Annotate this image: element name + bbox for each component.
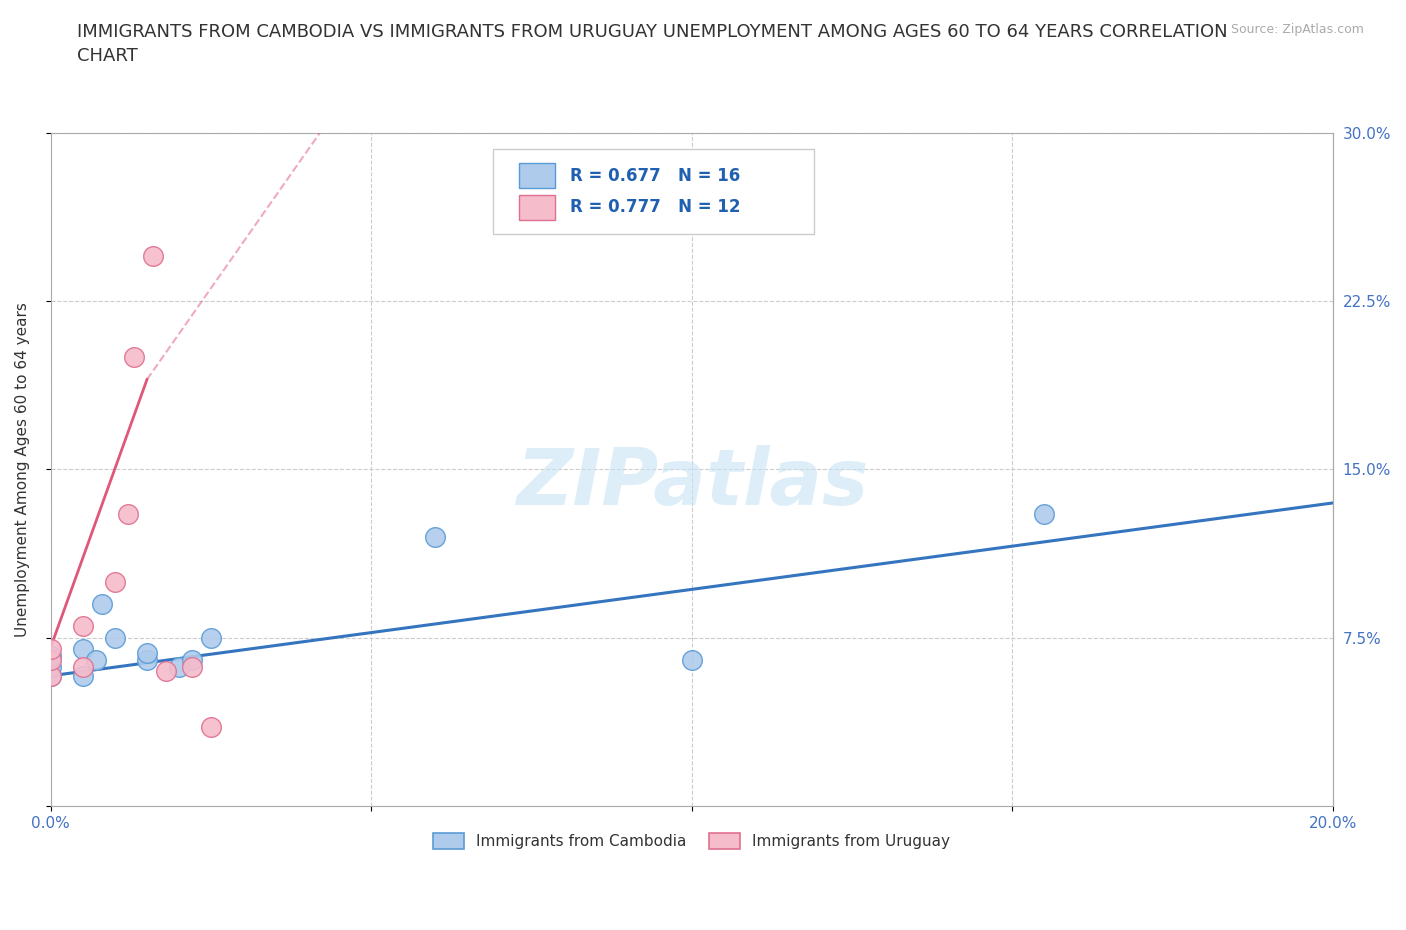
Point bbox=[681, 653, 703, 668]
Point bbox=[200, 631, 222, 645]
Point bbox=[39, 669, 62, 684]
Point bbox=[39, 669, 62, 684]
Point bbox=[167, 659, 190, 674]
Point bbox=[155, 664, 177, 679]
Point bbox=[39, 653, 62, 668]
Text: ZIPatlas: ZIPatlas bbox=[516, 445, 868, 521]
Point bbox=[91, 596, 114, 611]
Point bbox=[122, 350, 145, 365]
Point bbox=[1033, 507, 1056, 522]
Bar bbox=[519, 163, 554, 189]
Point bbox=[72, 659, 94, 674]
Point bbox=[425, 529, 447, 544]
Point bbox=[84, 653, 107, 668]
Point bbox=[39, 642, 62, 657]
Bar bbox=[519, 194, 554, 220]
Point bbox=[180, 653, 202, 668]
Text: IMMIGRANTS FROM CAMBODIA VS IMMIGRANTS FROM URUGUAY UNEMPLOYMENT AMONG AGES 60 T: IMMIGRANTS FROM CAMBODIA VS IMMIGRANTS F… bbox=[77, 23, 1227, 65]
Text: Source: ZipAtlas.com: Source: ZipAtlas.com bbox=[1230, 23, 1364, 36]
Point bbox=[72, 642, 94, 657]
Point bbox=[72, 669, 94, 684]
Point bbox=[200, 720, 222, 735]
Point bbox=[142, 248, 165, 263]
Point bbox=[39, 648, 62, 663]
Point bbox=[39, 659, 62, 674]
Point bbox=[180, 659, 202, 674]
Point bbox=[104, 631, 127, 645]
Point bbox=[136, 653, 159, 668]
Text: R = 0.677   N = 16: R = 0.677 N = 16 bbox=[569, 166, 741, 185]
Legend: Immigrants from Cambodia, Immigrants from Uruguay: Immigrants from Cambodia, Immigrants fro… bbox=[427, 828, 956, 856]
Point bbox=[72, 619, 94, 634]
Text: R = 0.777   N = 12: R = 0.777 N = 12 bbox=[569, 198, 741, 217]
Point bbox=[104, 574, 127, 589]
Point bbox=[117, 507, 139, 522]
FancyBboxPatch shape bbox=[494, 150, 814, 233]
Point bbox=[136, 646, 159, 661]
Y-axis label: Unemployment Among Ages 60 to 64 years: Unemployment Among Ages 60 to 64 years bbox=[15, 302, 30, 637]
